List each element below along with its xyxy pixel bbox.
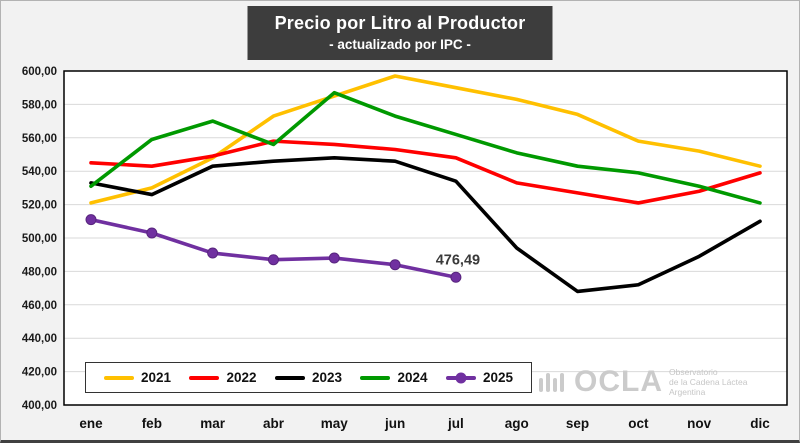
ocla-subtext-line1: Observatorio bbox=[669, 367, 718, 377]
xtick-label: nov bbox=[687, 416, 711, 431]
xtick-label: sep bbox=[566, 416, 589, 431]
ocla-brand-text: OCLA bbox=[574, 365, 663, 399]
legend-item-2022: 2022 bbox=[189, 370, 257, 385]
ytick-label: 580,00 bbox=[22, 99, 57, 111]
xtick-label: oct bbox=[628, 416, 649, 431]
ytick-label: 480,00 bbox=[22, 266, 57, 278]
ocla-logo-icon bbox=[539, 373, 564, 393]
series-line-2023 bbox=[89, 156, 762, 294]
legend-label: 2022 bbox=[226, 370, 257, 385]
xtick-label: jun bbox=[384, 416, 405, 431]
legend-swatch-2024 bbox=[360, 375, 391, 380]
xtick-label: ago bbox=[505, 416, 529, 431]
xtick-label: mar bbox=[200, 416, 226, 431]
ytick-label: 460,00 bbox=[22, 300, 57, 312]
chart-title-box: Precio por Litro al Productor - actualiz… bbox=[247, 6, 553, 60]
plot-border bbox=[63, 70, 788, 406]
legend-item-2024: 2024 bbox=[360, 370, 428, 385]
data-point-marker bbox=[328, 252, 340, 264]
data-point-marker bbox=[85, 214, 97, 226]
legend-label: 2024 bbox=[397, 370, 428, 385]
series-line-2021 bbox=[89, 74, 762, 205]
ytick-label: 540,00 bbox=[22, 166, 57, 178]
chart-legend: 2021 2022 2023 2024 2025 bbox=[85, 362, 532, 393]
ytick-label: 520,00 bbox=[22, 200, 57, 212]
chart-subtitle: - actualizado por IPC - bbox=[329, 37, 471, 52]
ytick-label: 440,00 bbox=[22, 333, 57, 345]
last-value-annotation: 476,49 bbox=[436, 252, 480, 268]
data-point-marker bbox=[267, 254, 279, 266]
legend-swatch-2023 bbox=[274, 375, 305, 380]
xtick-label: feb bbox=[142, 416, 162, 431]
ytick-label: 500,00 bbox=[22, 233, 57, 245]
legend-item-2023: 2023 bbox=[274, 370, 343, 385]
xtick-label: jul bbox=[447, 416, 464, 431]
ytick-label: 600,00 bbox=[22, 66, 57, 78]
legend-item-2025: 2025 bbox=[445, 370, 513, 385]
series-line-2024 bbox=[89, 90, 762, 205]
ocla-watermark: OCLA Observatorio de la Cadena Láctea Ar… bbox=[538, 367, 747, 398]
data-point-marker bbox=[146, 227, 158, 239]
ocla-subtext-line2: de la Cadena Láctea bbox=[669, 377, 748, 388]
series-line-2022 bbox=[89, 139, 762, 205]
ocla-subtext: Observatorio de la Cadena Láctea Argenti… bbox=[669, 367, 747, 398]
ocla-subtext-line3: Argentina bbox=[669, 387, 706, 398]
xtick-label: ene bbox=[79, 416, 103, 431]
ytick-label: 560,00 bbox=[22, 133, 57, 145]
legend-label: 2025 bbox=[482, 370, 513, 385]
ytick-label: 420,00 bbox=[22, 367, 57, 379]
data-point-marker bbox=[207, 247, 219, 259]
data-point-marker bbox=[389, 259, 401, 271]
legend-label: 2021 bbox=[141, 370, 172, 385]
legend-marker-dot bbox=[455, 372, 467, 383]
legend-label: 2023 bbox=[311, 370, 343, 385]
legend-swatch-2022 bbox=[189, 375, 220, 380]
xtick-label: dic bbox=[750, 416, 770, 431]
legend-swatch-2021 bbox=[104, 375, 134, 380]
xtick-label: abr bbox=[263, 416, 285, 431]
legend-item-2021: 2021 bbox=[104, 370, 171, 385]
ytick-label: 400,00 bbox=[22, 400, 57, 412]
legend-swatch-2025 bbox=[445, 372, 476, 383]
chart-title: Precio por Litro al Productor bbox=[274, 13, 526, 33]
xtick-label: may bbox=[321, 416, 349, 431]
data-point-marker bbox=[450, 271, 462, 283]
